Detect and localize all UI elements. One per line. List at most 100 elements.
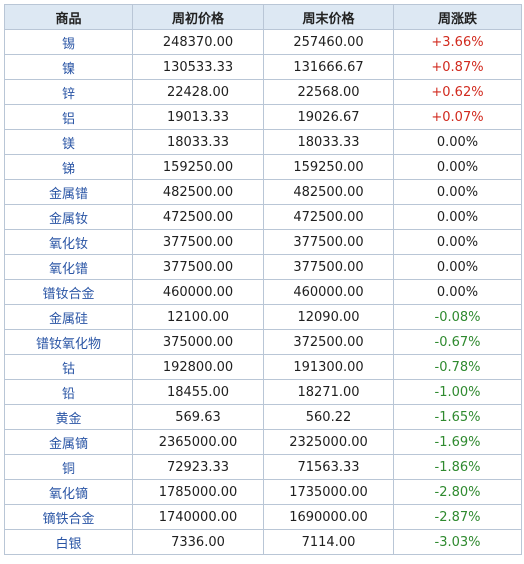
week-start-price-cell: 12100.00: [132, 304, 264, 330]
week-start-price-cell: 22428.00: [132, 79, 264, 105]
commodity-name-cell: 金属镝: [4, 429, 133, 455]
week-end-price-cell: 372500.00: [263, 329, 394, 355]
week-start-price-cell: 72923.33: [132, 454, 264, 480]
week-start-price-cell: 7336.00: [132, 529, 264, 555]
table-row: 锑 159250.00 159250.00 0.00%: [4, 154, 522, 180]
week-end-price-cell: 191300.00: [263, 354, 394, 380]
table-row: 金属钕 472500.00 472500.00 0.00%: [4, 204, 522, 230]
week-start-price-cell: 159250.00: [132, 154, 264, 180]
table-row: 金属镨 482500.00 482500.00 0.00%: [4, 179, 522, 205]
weekly-change-cell: -0.08%: [393, 304, 522, 330]
week-start-price-cell: 460000.00: [132, 279, 264, 305]
table-row: 氧化镨 377500.00 377500.00 0.00%: [4, 254, 522, 280]
week-end-price-cell: 159250.00: [263, 154, 394, 180]
commodity-name-cell: 氧化镨: [4, 254, 133, 280]
commodity-name-cell: 金属镨: [4, 179, 133, 205]
column-header-week-start-price: 周初价格: [132, 4, 264, 30]
week-end-price-cell: 22568.00: [263, 79, 394, 105]
column-header-commodity: 商品: [4, 4, 133, 30]
weekly-change-cell: -0.67%: [393, 329, 522, 355]
week-start-price-cell: 192800.00: [132, 354, 264, 380]
week-start-price-cell: 375000.00: [132, 329, 264, 355]
table-row: 镝铁合金 1740000.00 1690000.00 -2.87%: [4, 504, 522, 530]
week-start-price-cell: 18033.33: [132, 129, 264, 155]
commodity-name-cell: 铅: [4, 379, 133, 405]
table-row: 镍 130533.33 131666.67 +0.87%: [4, 54, 522, 80]
commodity-name-cell: 钴: [4, 354, 133, 380]
table-row: 金属镝 2365000.00 2325000.00 -1.69%: [4, 429, 522, 455]
week-end-price-cell: 18033.33: [263, 129, 394, 155]
price-table-container: 商品 周初价格 周末价格 周涨跌 锡 248370.00 257460.00 +3.6…: [4, 4, 522, 555]
weekly-change-cell: +3.66%: [393, 29, 522, 55]
weekly-change-cell: 0.00%: [393, 129, 522, 155]
week-start-price-cell: 377500.00: [132, 254, 264, 280]
commodity-name-cell: 氧化镝: [4, 479, 133, 505]
week-start-price-cell: 18455.00: [132, 379, 264, 405]
week-end-price-cell: 377500.00: [263, 254, 394, 280]
weekly-change-cell: -1.69%: [393, 429, 522, 455]
week-end-price-cell: 377500.00: [263, 229, 394, 255]
table-row: 铝 19013.33 19026.67 +0.07%: [4, 104, 522, 130]
table-row: 镨钕合金 460000.00 460000.00 0.00%: [4, 279, 522, 305]
week-start-price-cell: 569.63: [132, 404, 264, 430]
week-start-price-cell: 472500.00: [132, 204, 264, 230]
weekly-change-cell: +0.62%: [393, 79, 522, 105]
commodity-name-cell: 锌: [4, 79, 133, 105]
week-end-price-cell: 472500.00: [263, 204, 394, 230]
commodity-name-cell: 金属钕: [4, 204, 133, 230]
week-end-price-cell: 482500.00: [263, 179, 394, 205]
table-row: 氧化钕 377500.00 377500.00 0.00%: [4, 229, 522, 255]
column-header-week-end-price: 周末价格: [263, 4, 394, 30]
weekly-change-cell: 0.00%: [393, 279, 522, 305]
week-end-price-cell: 257460.00: [263, 29, 394, 55]
week-end-price-cell: 1690000.00: [263, 504, 394, 530]
table-row: 镁 18033.33 18033.33 0.00%: [4, 129, 522, 155]
week-start-price-cell: 1740000.00: [132, 504, 264, 530]
table-row: 白银 7336.00 7114.00 -3.03%: [4, 529, 522, 555]
weekly-change-cell: 0.00%: [393, 154, 522, 180]
weekly-change-cell: 0.00%: [393, 254, 522, 280]
weekly-change-cell: -1.65%: [393, 404, 522, 430]
table-header-row: 商品 周初价格 周末价格 周涨跌: [4, 4, 522, 30]
commodity-name-cell: 镁: [4, 129, 133, 155]
commodity-name-cell: 铝: [4, 104, 133, 130]
table-row: 镨钕氧化物 375000.00 372500.00 -0.67%: [4, 329, 522, 355]
weekly-change-cell: -0.78%: [393, 354, 522, 380]
weekly-change-cell: 0.00%: [393, 229, 522, 255]
week-start-price-cell: 19013.33: [132, 104, 264, 130]
table-row: 黄金 569.63 560.22 -1.65%: [4, 404, 522, 430]
week-end-price-cell: 560.22: [263, 404, 394, 430]
table-row: 锌 22428.00 22568.00 +0.62%: [4, 79, 522, 105]
table-row: 铜 72923.33 71563.33 -1.86%: [4, 454, 522, 480]
week-start-price-cell: 1785000.00: [132, 479, 264, 505]
week-end-price-cell: 19026.67: [263, 104, 394, 130]
table-row: 金属硅 12100.00 12090.00 -0.08%: [4, 304, 522, 330]
weekly-change-cell: -1.00%: [393, 379, 522, 405]
table-row: 铅 18455.00 18271.00 -1.00%: [4, 379, 522, 405]
week-start-price-cell: 248370.00: [132, 29, 264, 55]
week-end-price-cell: 1735000.00: [263, 479, 394, 505]
commodity-name-cell: 锡: [4, 29, 133, 55]
commodity-name-cell: 镍: [4, 54, 133, 80]
weekly-change-cell: -2.80%: [393, 479, 522, 505]
week-end-price-cell: 460000.00: [263, 279, 394, 305]
week-end-price-cell: 131666.67: [263, 54, 394, 80]
table-row: 钴 192800.00 191300.00 -0.78%: [4, 354, 522, 380]
weekly-change-cell: +0.07%: [393, 104, 522, 130]
weekly-change-cell: 0.00%: [393, 204, 522, 230]
weekly-change-cell: 0.00%: [393, 179, 522, 205]
weekly-change-cell: -3.03%: [393, 529, 522, 555]
weekly-change-cell: +0.87%: [393, 54, 522, 80]
week-start-price-cell: 482500.00: [132, 179, 264, 205]
commodity-name-cell: 镨钕氧化物: [4, 329, 133, 355]
table-row: 氧化镝 1785000.00 1735000.00 -2.80%: [4, 479, 522, 505]
week-start-price-cell: 377500.00: [132, 229, 264, 255]
weekly-change-cell: -1.86%: [393, 454, 522, 480]
commodity-name-cell: 金属硅: [4, 304, 133, 330]
commodity-name-cell: 镝铁合金: [4, 504, 133, 530]
commodity-name-cell: 镨钕合金: [4, 279, 133, 305]
table-body: 锡 248370.00 257460.00 +3.66% 镍 130533.33 13166…: [4, 29, 522, 555]
week-end-price-cell: 18271.00: [263, 379, 394, 405]
week-end-price-cell: 7114.00: [263, 529, 394, 555]
commodity-name-cell: 锑: [4, 154, 133, 180]
